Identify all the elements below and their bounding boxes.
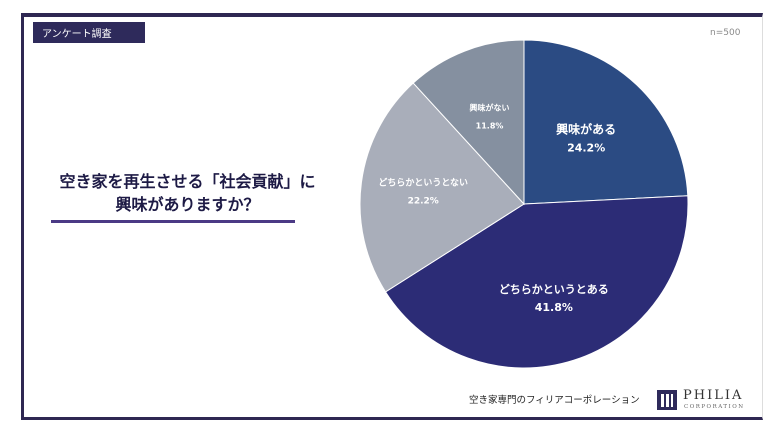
pie-slice: [359, 82, 525, 293]
logo-name: PHILIA: [683, 388, 744, 403]
slice-value: 22.2%: [408, 197, 439, 207]
slice-value: 24.2%: [567, 142, 605, 155]
company-name: 空き家専門のフィリアコーポレーション: [469, 395, 640, 406]
pie-slice: [523, 39, 689, 205]
question-line-1: 空き家を再生させる「社会貢献」に: [59, 172, 316, 191]
slice-label: どちらかというとある: [499, 283, 609, 296]
question-line-2: 興味がありますか？: [115, 195, 260, 214]
slice-value: 11.8%: [476, 121, 504, 130]
title-underline: [51, 220, 295, 223]
slice-label: 興味がない: [470, 102, 510, 112]
pie-slice: [412, 39, 525, 206]
logo-subtitle: CORPORATION: [684, 404, 745, 410]
sample-size: n=500: [710, 28, 741, 38]
slice-label: 興味がある: [556, 122, 616, 137]
survey-tag: アンケート調査: [33, 22, 145, 43]
logo-icon: [657, 390, 677, 410]
question-title: 空き家を再生させる「社会貢献」に 興味がありますか？: [30, 170, 345, 216]
pie-slice: [384, 195, 689, 369]
slice-label: どちらかというとない: [378, 177, 468, 189]
slice-value: 41.8%: [535, 301, 573, 314]
